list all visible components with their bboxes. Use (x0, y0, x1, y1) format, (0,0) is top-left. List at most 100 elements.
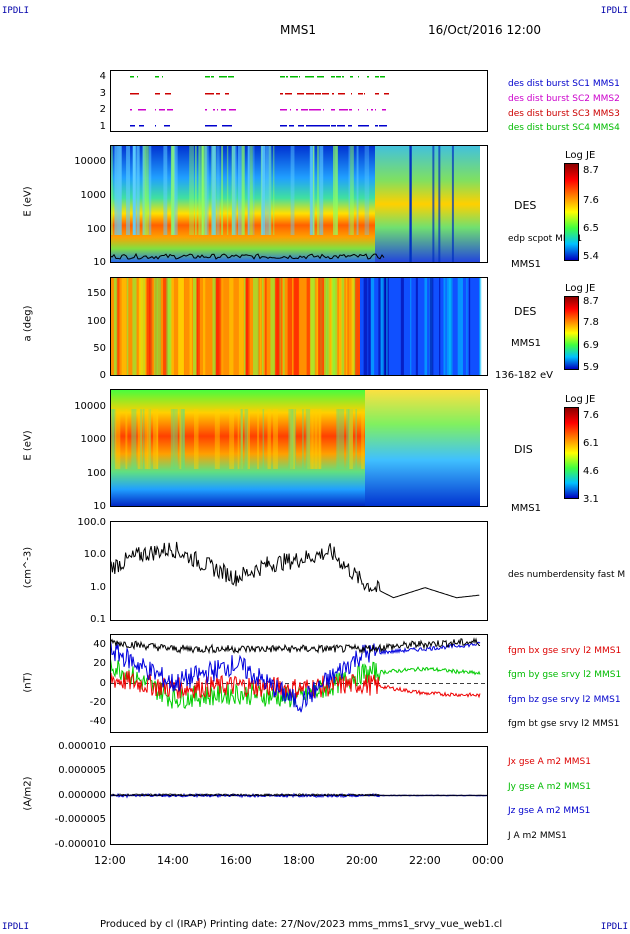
burst-segment (317, 76, 323, 78)
dis-ytick-1000: 1000 (80, 434, 106, 445)
des-energy-stripe (133, 145, 136, 235)
des-energy-colorbar (564, 163, 579, 261)
burst-segment (205, 109, 207, 111)
dis-stripe (267, 409, 271, 469)
pitch-stripe (318, 277, 325, 376)
burst-segment (367, 125, 369, 127)
burst-ytick-4: 4 (99, 71, 106, 82)
burst-segment (337, 125, 345, 127)
pitch-late-stripe (424, 277, 428, 376)
pitch-cb-5.9: 5.9 (583, 362, 599, 373)
dis-stripe (142, 409, 145, 469)
dis-stripe (355, 409, 357, 469)
xtick-1800: 18:00 (283, 854, 315, 867)
pitch-stripe (163, 277, 169, 376)
pitch-stripe (203, 277, 206, 376)
corner-mark-tl: IPDLI (2, 6, 30, 16)
burst-segment (223, 76, 227, 78)
pitch-late-stripe (443, 277, 446, 376)
j-legend-y: Jy gse A m2 MMS1 (508, 782, 591, 792)
burst-segment (323, 109, 324, 111)
dens-ytick-1: 1.0 (90, 582, 106, 593)
pitch-late-stripe (448, 277, 453, 376)
des-energy-spectrogram (110, 145, 488, 263)
burst-segment (205, 76, 210, 78)
burst-segment (216, 93, 220, 95)
b-ytick-0: 0 (99, 678, 106, 689)
burst-segment (296, 109, 298, 111)
des-e-ytick-1000: 1000 (80, 190, 106, 201)
burst-segment (285, 93, 291, 95)
pitch-stripe (265, 277, 267, 376)
burst-segment (290, 76, 298, 78)
dis-ytick-10: 10 (93, 501, 106, 512)
burst-segment (205, 93, 213, 95)
dis-stripe (170, 409, 175, 469)
burst-segment (219, 76, 225, 78)
des-energy-stripe (204, 145, 209, 235)
burst-segment (280, 76, 285, 78)
des-energy-stripe (201, 145, 207, 235)
burst-segment (305, 76, 313, 78)
xtick-1400: 14:00 (157, 854, 189, 867)
des-energy-dropout (409, 145, 412, 263)
des-energy-dropout (451, 145, 454, 263)
burst-segment (358, 109, 359, 111)
dis-stripe (348, 409, 353, 469)
des-energy-stripe (237, 145, 241, 235)
dis-stripe (241, 409, 244, 469)
pitch-stripe (270, 277, 275, 376)
burst-segment (130, 125, 135, 127)
burst-segment (137, 76, 138, 78)
burst-segment (221, 109, 226, 111)
dis-stripe (240, 409, 243, 469)
burst-segment (130, 93, 137, 95)
des-energy-stripe (137, 145, 140, 235)
burst-segment (331, 109, 335, 111)
j-total-trace (110, 793, 487, 797)
des-energy-stripe (170, 145, 175, 235)
dis-stripe (288, 409, 294, 469)
burst-segment (306, 125, 310, 127)
des-energy-stripe (310, 145, 312, 235)
dis-stripe (257, 409, 260, 469)
burst-segment (379, 125, 387, 127)
dis-stripe (111, 409, 117, 469)
pitch-late-stripe (478, 277, 482, 376)
des-energy-stripe (268, 145, 272, 235)
des-energy-stripe (348, 145, 350, 235)
pitch-stripe (283, 277, 285, 376)
dis-cb-title: Log JE (565, 394, 596, 405)
corner-mark-tr: IPDLI (600, 6, 628, 16)
burst-segment (380, 76, 385, 78)
burst-ytick-1: 1 (99, 121, 106, 132)
scpot-trace (110, 252, 385, 260)
pitch-stripe (178, 277, 185, 376)
dis-stripe (302, 409, 304, 469)
dis-stripe (346, 409, 350, 469)
des-energy-stripe (364, 145, 370, 235)
burst-segment (382, 109, 386, 111)
dis-ytick-100: 100 (86, 468, 106, 479)
des-energy-stripe (114, 145, 119, 235)
dis-stripe (348, 409, 353, 469)
b-legend-bx: fgm bx gse srvy l2 MMS1 (508, 646, 622, 656)
pitch-stripe (293, 277, 300, 376)
des-energy-ylabel: E (eV) (22, 186, 34, 217)
burst-segment (348, 125, 352, 127)
burst-segment (139, 125, 144, 127)
des-energy-dropout (432, 145, 435, 263)
pitch-stripe (316, 277, 318, 376)
xtick-1600: 16:00 (220, 854, 252, 867)
dis-stripe (312, 409, 314, 469)
dis-stripe (336, 409, 339, 469)
pitch-late-stripe (368, 277, 371, 376)
pitch-stripe (221, 277, 224, 376)
des-energy-stripe (175, 145, 178, 235)
des-energy-stripe (198, 145, 201, 235)
des-energy-stripe (356, 145, 359, 235)
dis-stripe (144, 409, 148, 469)
des-e-ytick-10: 10 (93, 257, 106, 268)
burst-segment (331, 76, 335, 78)
pitch-stripe (116, 277, 120, 376)
